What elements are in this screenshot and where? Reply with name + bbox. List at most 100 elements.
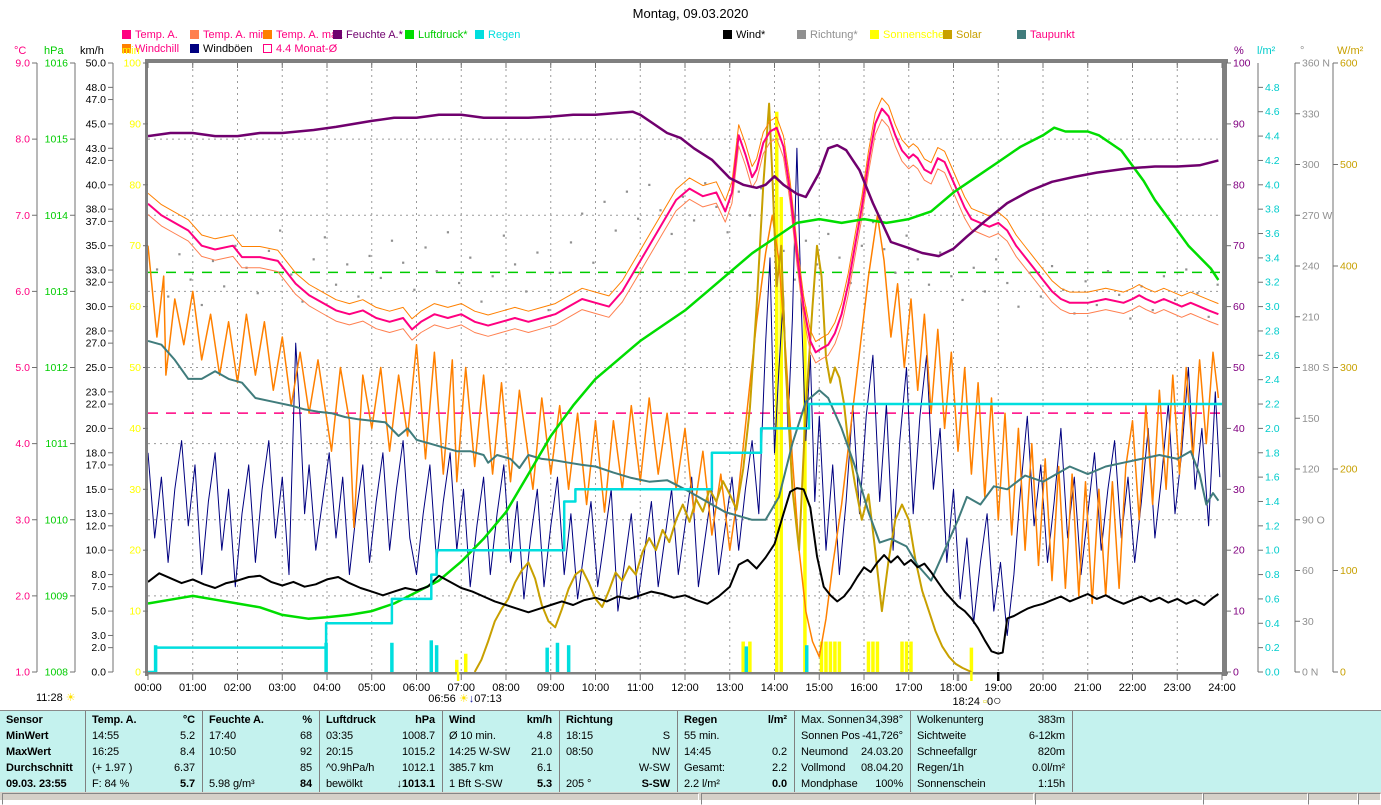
legend-item-richtung-: Richtung* — [797, 29, 858, 41]
table-col-empty — [1073, 711, 1381, 793]
axis-label: 1016 — [45, 58, 69, 70]
axis-label: 20 — [129, 545, 141, 557]
axis-label: 4.6 — [1265, 106, 1280, 118]
sunshine-bar — [904, 641, 909, 672]
richtung-dot — [390, 239, 394, 242]
richtung-dot — [402, 261, 405, 264]
series-wind — [147, 487, 1219, 655]
axis-label: 38.0 — [86, 204, 107, 216]
axis-label: ° — [1300, 45, 1304, 57]
richtung-dot — [368, 254, 371, 258]
rain-bar — [429, 640, 434, 672]
table-cell: 03:35 1008.7 — [326, 730, 435, 742]
richtung-dot — [491, 275, 494, 278]
legend-item-4-4-monat-: 4.4 Monat-Ø — [263, 43, 337, 55]
axis-label: 1.4 — [1265, 496, 1280, 508]
table-cell: Wolkenunterg 383m — [917, 714, 1065, 726]
table-row-label: 09.03. 23:55 — [6, 778, 67, 790]
axis-label: 0.8 — [1265, 569, 1280, 581]
axis-label: 100 — [1233, 58, 1251, 70]
series-windboeen — [147, 147, 1221, 636]
table-cell: Sichtweite 6-12km — [917, 730, 1065, 742]
axis-label: 5.0 — [15, 362, 30, 374]
axis-label: 8.0 — [91, 569, 106, 581]
table-cell: 17:40 68 — [209, 730, 312, 742]
axis-label: 18.0 — [86, 447, 107, 459]
axis-label: 3.8 — [1265, 204, 1280, 216]
axis-label: 30.0 — [86, 301, 107, 313]
legend-label: Temp. A. min — [203, 29, 267, 41]
legend-label: Wind* — [736, 29, 766, 41]
axis-label: 3.6 — [1265, 228, 1280, 240]
richtung-dot — [950, 275, 953, 278]
table-cell: 55 min. — [684, 730, 720, 742]
table-row-label: MinWert — [6, 730, 49, 742]
axis-label: 22.0 — [86, 399, 107, 411]
rain-bar — [804, 645, 809, 672]
legend-swatch — [190, 30, 199, 39]
sunshine-bar — [741, 641, 745, 672]
status-bar-segment — [1035, 793, 1203, 805]
richtung-dot — [883, 248, 886, 251]
axis-label: 07:00 — [447, 682, 475, 694]
richtung-dot — [637, 217, 640, 220]
axis-label: 16:00 — [850, 682, 878, 694]
rain-bar — [555, 642, 560, 672]
richtung-dot — [983, 290, 987, 293]
table-cell: bewölkt ↓1013.1 — [326, 778, 435, 790]
table-cell: 18:15 S — [566, 730, 670, 742]
axis-label: 50 — [1233, 362, 1245, 374]
richtung-dot — [748, 214, 752, 217]
table-cell: Mondphase 100% — [801, 778, 903, 790]
axis-label: 300 — [1340, 362, 1358, 374]
axis-label: 23:00 — [1163, 682, 1191, 694]
legend-swatch — [122, 30, 131, 39]
axis-label: 360 N — [1302, 58, 1330, 70]
legend-swatch — [723, 30, 732, 39]
axis-label: 21:00 — [1074, 682, 1102, 694]
richtung-dot — [793, 278, 796, 281]
axis-label: 17:00 — [895, 682, 923, 694]
legend-item-temp-a-max: Temp. A. max — [263, 29, 343, 41]
table-col-rain: Regen l/m² 55 min. 14:45 0.2 Gesamt: 2.2 2.2 l/… — [678, 711, 795, 793]
table-cell: (+ 1.97 ) 6.37 — [92, 762, 195, 774]
axis-label: 28.0 — [86, 325, 107, 337]
richtung-dot — [737, 190, 740, 193]
richtung-dot — [972, 266, 975, 269]
axis-label: 7.0 — [15, 210, 30, 222]
rain-bar — [545, 647, 549, 672]
richtung-dot — [1196, 292, 1199, 295]
status-bar-segment — [2, 793, 699, 805]
richtung-dot — [211, 259, 215, 263]
axis-label: 5.0 — [91, 606, 106, 618]
richtung-dot — [167, 295, 170, 298]
axis-label: 6.0 — [15, 286, 30, 298]
richtung-dot — [346, 263, 349, 266]
axis-label: 10:00 — [582, 682, 610, 694]
axis-label: 0.0 — [1265, 667, 1280, 679]
richtung-dot — [223, 285, 226, 288]
axis-label: 3.0 — [91, 630, 106, 642]
legend-item-temp-a-: Temp. A. — [122, 29, 178, 41]
axis-label: 70 — [1233, 240, 1245, 252]
series-windchill — [147, 214, 1220, 658]
table-cell: 85 — [299, 762, 312, 774]
axis-label: 4.2 — [1265, 155, 1280, 167]
legend-swatch — [263, 44, 272, 53]
sunshine-bar — [837, 641, 842, 672]
axis-label: 4.4 — [1265, 131, 1280, 143]
table-cell: Richtung — [566, 714, 613, 726]
legend-label: Regen — [488, 29, 521, 41]
sunshine-bar — [774, 111, 779, 673]
rain-bar — [744, 646, 749, 672]
legend-item-luftdruck-: Luftdruck* — [405, 29, 468, 41]
richtung-dot — [995, 258, 998, 261]
rain-bar — [324, 642, 328, 672]
axis-label: 13:00 — [716, 682, 744, 694]
axis-label: 2.2 — [1265, 399, 1280, 411]
richtung-dot — [592, 261, 595, 264]
table-cell: 16:25 8.4 — [92, 746, 195, 758]
axis-label: 09:00 — [537, 682, 565, 694]
axis-label: 0 — [1233, 667, 1239, 679]
